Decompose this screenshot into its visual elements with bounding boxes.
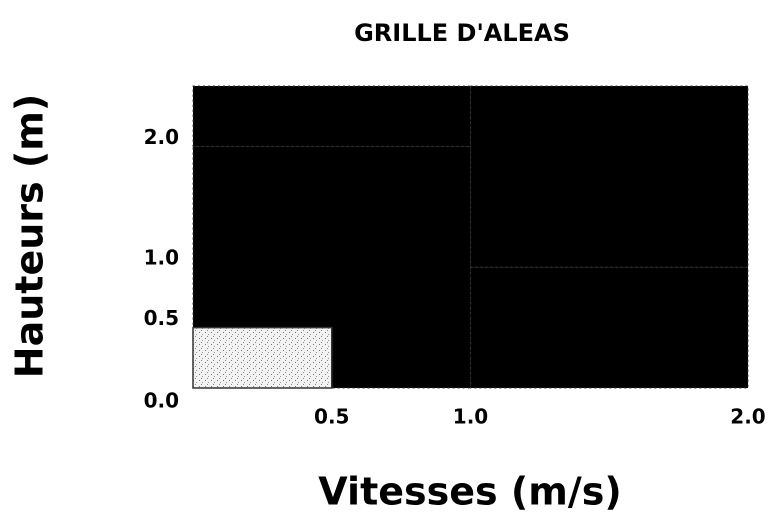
grid-region [192, 85, 471, 147]
y-axis-label: Hauteurs (m) [8, 94, 52, 378]
x-tick-label: 1.0 [453, 405, 488, 429]
y-tick-label: 2.0 [144, 125, 179, 149]
chart-title: GRILLE D'ALEAS [354, 19, 570, 47]
x-tick-label: 2.0 [730, 405, 765, 429]
y-tick-label: 0.0 [144, 389, 179, 413]
y-tick-label: 0.5 [144, 306, 179, 330]
grid-region [470, 266, 749, 389]
x-axis-label: Vitesses (m/s) [318, 470, 621, 514]
x-tick-label: 0.5 [314, 405, 349, 429]
grid-region [470, 85, 749, 268]
grid-region [192, 326, 333, 389]
y-tick-label: 1.0 [144, 246, 179, 270]
